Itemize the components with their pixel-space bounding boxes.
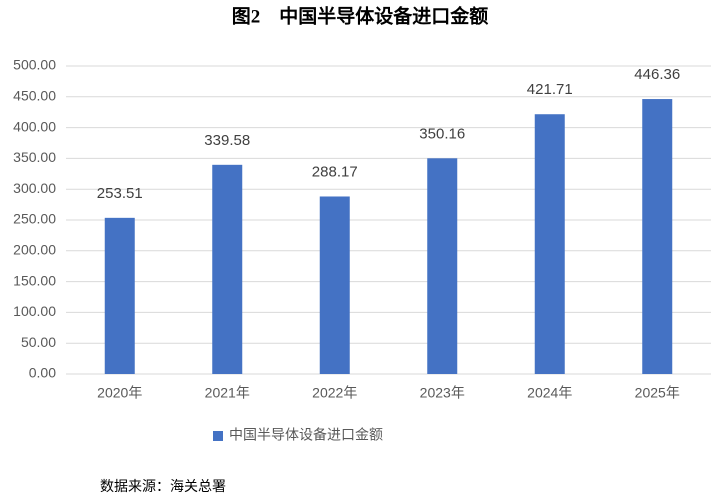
value-label: 288.17: [312, 163, 358, 180]
bar: [319, 196, 350, 374]
value-label: 350.16: [419, 125, 465, 142]
x-tick-label: 2023年: [420, 385, 465, 401]
bar: [212, 164, 243, 374]
legend-label: 中国半导体设备进口金额: [229, 427, 383, 443]
bar: [104, 217, 135, 374]
x-tick-label: 2020年: [97, 385, 142, 401]
y-tick-label: 400.00: [13, 118, 56, 134]
bar: [642, 99, 673, 374]
chart-title: 图2 中国半导体设备进口金额: [232, 4, 489, 27]
y-tick-label: 50.00: [21, 334, 56, 350]
value-label: 421.71: [527, 81, 573, 98]
y-tick-label: 450.00: [13, 88, 56, 104]
y-tick-label: 500.00: [13, 57, 56, 73]
x-tick-label: 2021年: [205, 385, 250, 401]
y-tick-label: 300.00: [13, 180, 56, 196]
y-tick-label: 250.00: [13, 211, 56, 227]
y-tick-label: 150.00: [13, 272, 56, 288]
y-tick-label: 0.00: [29, 365, 56, 381]
value-label: 446.36: [634, 66, 680, 83]
x-tick-label: 2022年: [312, 385, 357, 401]
value-label: 253.51: [97, 185, 143, 202]
bar: [427, 158, 458, 374]
y-tick-label: 200.00: [13, 242, 56, 258]
legend-swatch: [213, 431, 223, 441]
y-tick-label: 350.00: [13, 149, 56, 165]
value-label: 339.58: [204, 132, 250, 149]
y-tick-label: 100.00: [13, 303, 56, 319]
bar: [534, 114, 565, 375]
source-note: 数据来源：海关总署: [100, 479, 226, 495]
x-tick-label: 2024年: [527, 385, 572, 401]
x-tick-label: 2025年: [635, 385, 680, 401]
